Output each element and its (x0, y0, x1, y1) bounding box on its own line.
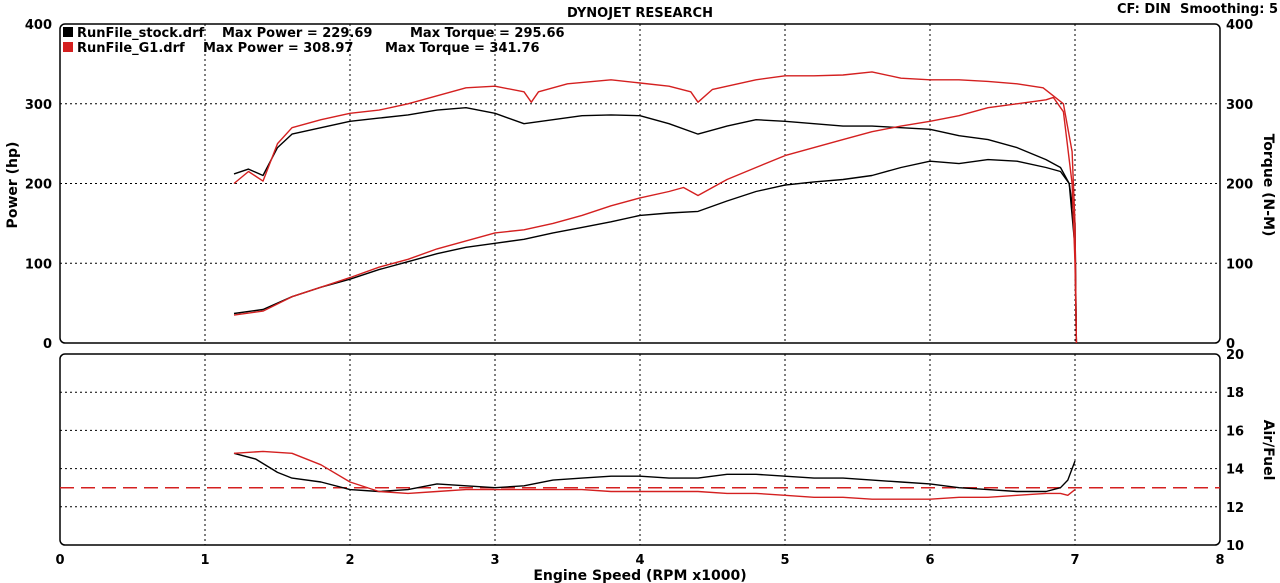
engine-speed-tick-label: 3 (490, 553, 499, 568)
torque-tick-label: 200 (1226, 178, 1253, 193)
power-tick-label: 400 (25, 18, 52, 33)
legend-power-stock: Max Power = 229.69 (222, 26, 372, 41)
torque-axis-ticks: 0 100 200 300 400 (1226, 18, 1253, 352)
g1-power-line (233, 96, 1078, 344)
g1-air-fuel-line (233, 450, 1076, 500)
air-fuel-axis-title: Air/Fuel (1260, 420, 1276, 481)
stock-torque-line (233, 106, 1078, 344)
legend: RunFile_stock.drf Max Power = 229.69 Max… (63, 26, 565, 56)
legend-power-g1: Max Power = 308.97 (203, 41, 353, 56)
torque-tick-label: 300 (1226, 98, 1253, 113)
air-fuel-panel: 10 12 14 16 18 20 Air/Fuel (59, 348, 1276, 554)
power-axis-ticks: 0 100 200 300 400 (25, 18, 52, 352)
legend-file-g1: RunFile_G1.drf (77, 41, 185, 56)
engine-speed-tick-label: 6 (925, 553, 934, 568)
air-fuel-tick-label: 20 (1226, 348, 1244, 363)
legend-swatch-g1 (63, 42, 73, 52)
air-fuel-tick-label: 14 (1226, 463, 1244, 478)
air-fuel-series (60, 450, 1220, 500)
engine-speed-tick-label: 5 (780, 553, 789, 568)
legend-swatch-stock (63, 27, 73, 37)
engine-speed-tick-label: 0 (55, 553, 64, 568)
air-fuel-tick-label: 16 (1226, 424, 1244, 439)
torque-tick-label: 100 (1226, 257, 1253, 272)
power-tick-label: 200 (25, 178, 52, 193)
legend-torque-stock: Max Torque = 295.66 (410, 26, 565, 41)
air-fuel-tick-label: 10 (1226, 539, 1244, 554)
air-fuel-tick-label: 12 (1226, 501, 1244, 516)
engine-speed-axis-title: Engine Speed (RPM x1000) (533, 568, 746, 583)
torque-tick-label: 400 (1226, 18, 1253, 33)
engine-speed-tick-label: 2 (345, 553, 354, 568)
torque-axis-title: Torque (N-M) (1260, 134, 1276, 237)
settings-label: CF: DIN Smoothing: 5 (1117, 2, 1278, 17)
chart-title: DYNOJET RESEARCH (567, 6, 713, 21)
power-axis-title: Power (hp) (5, 142, 21, 229)
engine-speed-tick-label: 4 (635, 553, 644, 568)
legend-file-stock: RunFile_stock.drf (77, 26, 205, 41)
stock-power-line (233, 158, 1078, 344)
power-torque-panel: 0 100 200 300 400 0 100 200 300 400 Power (hp) T… (5, 18, 1276, 352)
power-torque-series (233, 71, 1078, 344)
engine-speed-axis-ticks: 0 1 2 3 4 5 6 7 8 (55, 553, 1224, 568)
engine-speed-tick-label: 1 (200, 553, 209, 568)
stock-air-fuel-line (233, 452, 1076, 493)
torque-tick-label: 0 (1226, 337, 1235, 352)
air-fuel-tick-label: 18 (1226, 386, 1244, 401)
g1-torque-line (233, 71, 1078, 344)
air-fuel-axis-ticks: 10 12 14 16 18 20 (1226, 348, 1244, 554)
air-fuel-grid (60, 354, 1220, 545)
engine-speed-tick-label: 8 (1215, 553, 1224, 568)
power-tick-label: 0 (43, 337, 52, 352)
engine-speed-tick-label: 7 (1070, 553, 1079, 568)
legend-torque-g1: Max Torque = 341.76 (385, 41, 540, 56)
power-tick-label: 300 (25, 98, 52, 113)
power-tick-label: 100 (25, 257, 52, 272)
